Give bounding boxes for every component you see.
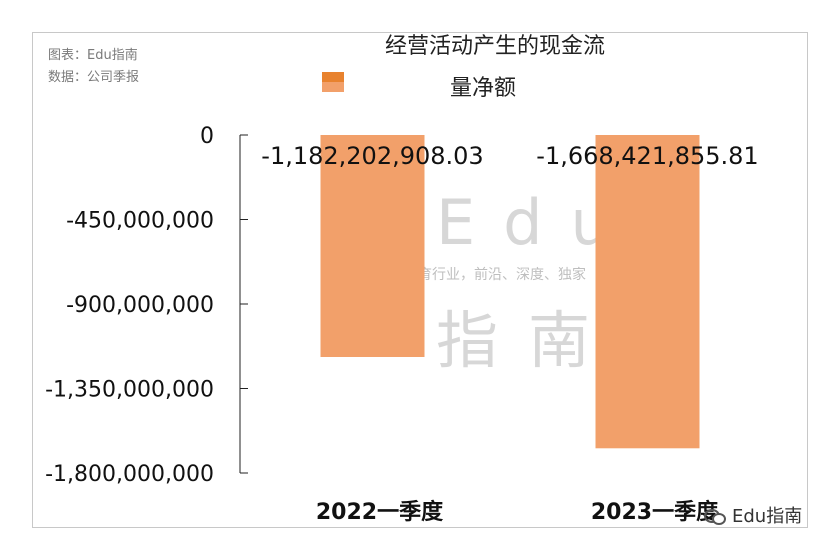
y-tick-label: -1,350,000,000 [45, 378, 214, 403]
watermark-tagline: 教育行业，前沿、深度、独家 [404, 267, 586, 283]
x-tick-label: 2022一季度 [316, 499, 444, 525]
y-tick-label: -450,000,000 [66, 209, 214, 234]
watermark-edu: Edu [436, 186, 638, 259]
legend-swatch [322, 72, 344, 82]
y-tick-label: -1,800,000,000 [45, 462, 214, 487]
y-tick-label: 0 [200, 124, 214, 149]
legend-label: 量净额 [450, 76, 517, 101]
legend-swatch-lower [322, 82, 344, 92]
x-tick-label: 2023一季度 [591, 499, 719, 525]
chart-title: 经营活动产生的现金流 [384, 34, 605, 59]
brand-mark: Edu指南 [704, 502, 802, 528]
brand-label: Edu指南 [732, 506, 803, 527]
data-label: -1,668,421,855.81 [536, 142, 758, 170]
chart-source: 图表：Edu指南 [48, 48, 138, 63]
watermark-cn: 指南 [436, 304, 621, 377]
y-tick-label: -900,000,000 [66, 293, 214, 318]
data-label: -1,182,202,908.03 [261, 142, 483, 170]
bar [320, 135, 425, 357]
data-source: 数据：公司季报 [48, 70, 140, 85]
wechat-icon [704, 507, 726, 525]
chart-frame [32, 32, 808, 528]
bar [595, 135, 700, 449]
